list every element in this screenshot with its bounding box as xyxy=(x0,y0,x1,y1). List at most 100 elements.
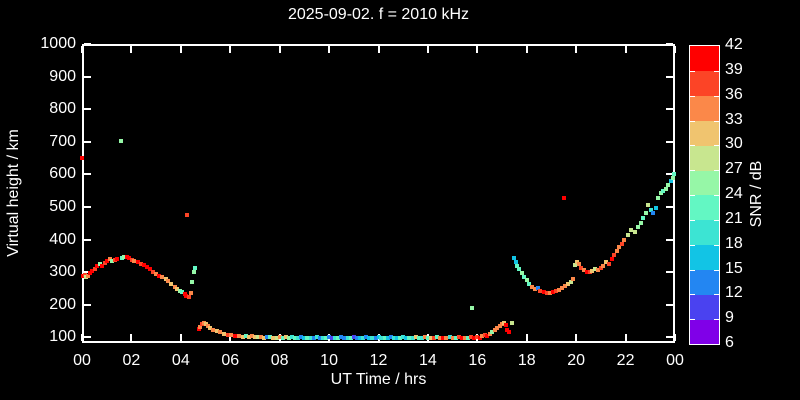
data-point xyxy=(105,258,110,263)
colorbar-tick xyxy=(714,195,719,196)
colorbar-tick xyxy=(690,195,695,196)
colorbar-segment xyxy=(690,269,719,295)
data-point xyxy=(198,324,203,329)
data-point xyxy=(169,281,174,286)
y-tick-label: 800 xyxy=(49,100,76,118)
y-tick-right xyxy=(666,108,673,111)
data-point xyxy=(487,331,492,336)
data-point xyxy=(236,334,241,339)
data-point xyxy=(373,336,378,341)
data-point xyxy=(636,225,641,230)
data-point xyxy=(127,256,132,261)
data-point xyxy=(207,326,212,331)
data-point xyxy=(196,326,201,331)
y-tick xyxy=(84,206,91,209)
data-point xyxy=(609,257,614,262)
data-point xyxy=(413,335,418,340)
x-tick-top xyxy=(674,46,676,53)
x-tick-top xyxy=(229,46,232,53)
x-tick-label: 02 xyxy=(122,352,141,369)
data-point xyxy=(416,335,421,340)
data-point xyxy=(519,271,524,276)
data-point xyxy=(277,335,282,340)
data-point xyxy=(592,266,597,271)
data-point xyxy=(561,195,566,200)
colorbar-tick-label: 15 xyxy=(725,259,743,277)
data-point xyxy=(470,306,475,311)
y-tick xyxy=(84,238,91,241)
data-point xyxy=(186,295,191,300)
data-point xyxy=(492,328,497,333)
data-point xyxy=(666,182,671,187)
y-tick xyxy=(84,303,91,306)
data-point xyxy=(132,259,137,264)
data-point xyxy=(95,264,100,269)
data-point xyxy=(480,334,485,339)
data-point xyxy=(638,220,643,225)
data-point xyxy=(317,335,322,340)
data-point xyxy=(122,254,127,259)
data-point xyxy=(163,276,168,281)
data-point xyxy=(154,271,159,276)
data-point xyxy=(441,335,446,340)
data-point xyxy=(585,269,590,274)
colorbar-segment xyxy=(690,244,719,270)
x-tick-label: 14 xyxy=(419,352,437,369)
data-point xyxy=(157,273,162,278)
y-tick-label: 600 xyxy=(49,165,76,183)
y-tick-label: 300 xyxy=(49,263,76,281)
x-tick-label: 16 xyxy=(468,352,487,369)
data-point xyxy=(619,241,624,246)
data-point xyxy=(119,139,124,144)
data-point xyxy=(612,253,617,258)
data-point xyxy=(327,335,332,340)
data-point xyxy=(432,336,437,341)
data-point xyxy=(364,335,369,340)
data-point xyxy=(271,335,276,340)
data-point xyxy=(290,335,295,340)
data-point xyxy=(184,293,189,298)
data-point xyxy=(214,329,219,334)
y-tick xyxy=(84,43,91,45)
colorbar-tick xyxy=(690,70,695,72)
data-point xyxy=(587,270,592,275)
data-point xyxy=(110,259,115,264)
data-point xyxy=(435,335,440,340)
x-tick-label: 10 xyxy=(320,352,338,369)
colorbar-tick xyxy=(690,95,695,97)
data-point xyxy=(559,286,564,291)
colorbar-tick-label: 42 xyxy=(725,36,743,53)
colorbar-segment xyxy=(690,170,719,196)
x-tick-top xyxy=(377,46,380,53)
data-point xyxy=(151,269,156,274)
data-point xyxy=(382,335,387,340)
colorbar-segment xyxy=(690,70,719,97)
data-point xyxy=(553,289,558,294)
data-point xyxy=(249,334,254,339)
data-point xyxy=(576,262,581,267)
y-tick xyxy=(84,75,91,78)
data-point xyxy=(124,254,129,259)
data-point xyxy=(144,265,149,270)
colorbar-tick-label: 12 xyxy=(725,284,743,302)
data-point xyxy=(428,335,433,340)
data-point xyxy=(622,237,627,242)
x-tick xyxy=(130,334,133,341)
data-point xyxy=(450,335,455,340)
data-point xyxy=(87,271,92,276)
data-point xyxy=(515,263,520,268)
data-point xyxy=(311,336,316,341)
data-point xyxy=(617,245,622,250)
colorbar-label: SNR / dB xyxy=(748,160,765,228)
data-point xyxy=(566,281,571,286)
colorbar-tick-label: 36 xyxy=(725,85,743,103)
colorbar-tick xyxy=(714,120,719,122)
colorbar-segment xyxy=(690,319,719,345)
data-point xyxy=(503,323,508,328)
data-point xyxy=(550,290,555,295)
colorbar-tick-label: 39 xyxy=(725,60,743,78)
y-tick-right xyxy=(666,206,673,209)
data-point xyxy=(606,261,611,266)
data-point xyxy=(129,257,134,262)
